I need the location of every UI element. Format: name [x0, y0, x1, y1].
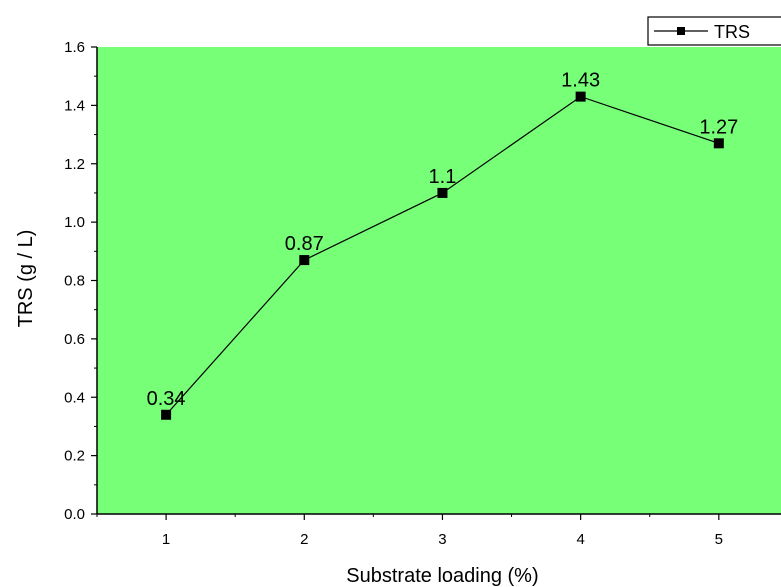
- x-tick-label: 5: [715, 531, 723, 548]
- data-label: 0.87: [285, 233, 324, 255]
- y-tick-label: 0.0: [64, 506, 85, 523]
- y-tick-label: 0.6: [64, 331, 85, 348]
- y-axis-title: TRS (g / L): [15, 230, 37, 328]
- legend-label: TRS: [714, 22, 750, 42]
- x-tick-label: 4: [576, 531, 584, 548]
- y-tick-label: 1.0: [64, 214, 85, 231]
- data-point-marker: [713, 138, 724, 149]
- data-point-marker: [575, 91, 586, 102]
- data-point-marker: [299, 255, 310, 266]
- data-point-marker: [437, 187, 448, 198]
- y-tick-label: 0.4: [64, 389, 85, 406]
- data-label: 1.1: [429, 166, 457, 188]
- data-label: 1.27: [699, 116, 738, 138]
- data-label: 1.43: [561, 70, 600, 92]
- y-tick-label: 0.8: [64, 273, 85, 290]
- x-tick-label: 3: [438, 531, 446, 548]
- x-tick-label: 2: [300, 531, 308, 548]
- x-axis-title: Substrate loading (%): [346, 565, 538, 587]
- x-tick-label: 1: [162, 531, 170, 548]
- data-point-marker: [161, 409, 172, 420]
- y-tick-label: 1.4: [64, 97, 85, 114]
- data-label: 0.34: [147, 388, 186, 410]
- y-tick-label: 0.2: [64, 448, 85, 465]
- plot-area: [97, 47, 781, 514]
- y-tick-label: 1.6: [64, 39, 85, 56]
- legend-marker-sample: [677, 27, 685, 35]
- y-tick-label: 1.2: [64, 156, 85, 173]
